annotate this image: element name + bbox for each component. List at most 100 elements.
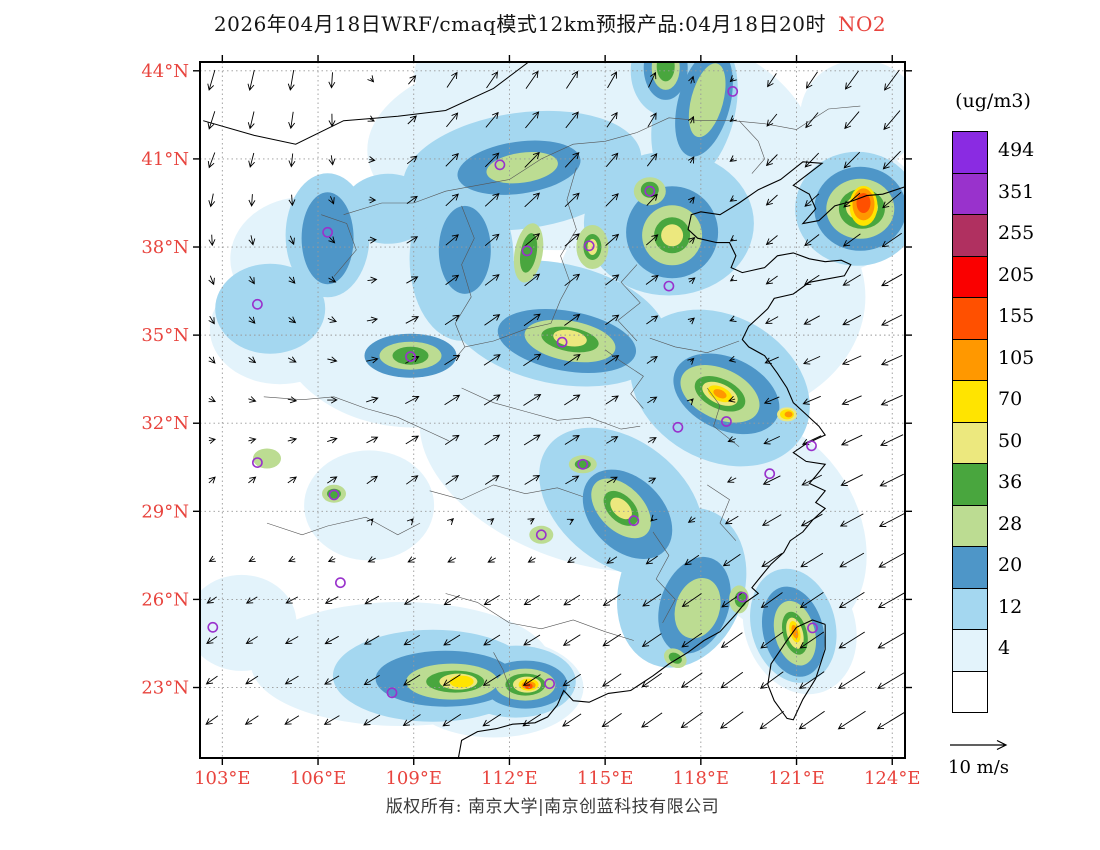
wind-arrow [878,513,905,527]
color-scale-cell [953,463,987,505]
wind-arrow [728,355,736,363]
wind-arrow [405,435,420,445]
wind-arrow [445,274,460,286]
color-scale-cell [953,297,987,339]
wind-arrow [445,153,459,167]
x-axis-label: 115°E [577,768,634,789]
wind-arrow [208,555,216,562]
wind-arrow [648,477,657,484]
wind-arrow [880,394,903,406]
wind-arrow [328,196,335,205]
wind-arrow [688,277,696,284]
wind-arrow [759,671,784,689]
field-blob [674,577,721,639]
field-blob [529,525,554,544]
wind-arrow [407,115,417,125]
wind-arrow [720,632,743,648]
wind-arrow [327,556,336,563]
wind-arrow [327,476,338,484]
wind-arrow [805,112,819,129]
wind-arrow [567,556,577,564]
wind-arrow [367,236,377,244]
wind-arrow [245,675,259,685]
wind-arrow [761,514,782,526]
wind-arrow [525,70,539,89]
wind-arrow [403,595,420,605]
wind-arrow [804,193,820,207]
wind-arrow [208,437,217,444]
title-pollutant: NO2 [837,12,887,36]
wind-arrow [840,434,863,446]
y-axis-label: 41°N [141,149,189,170]
y-axis-label: 23°N [141,678,189,699]
wind-arrow [763,396,780,405]
wind-arrow [406,475,419,485]
wind-arrow [563,354,581,366]
wind-arrow [566,70,579,89]
x-axis-label: 118°E [673,768,730,789]
province-border [652,531,676,624]
wind-arrow [484,233,500,247]
wind-arrow [878,552,905,568]
wind-arrow [881,314,903,326]
wind-arrow [565,475,580,485]
wind-arrow [641,633,662,647]
city-marker [405,351,416,362]
city-marker [727,86,739,97]
wind-arrow [645,234,659,246]
wind-arrow [205,715,219,725]
field-blob [215,263,326,354]
color-scale-cell [953,629,987,671]
wind-arrow [208,234,216,247]
wind-arrow [288,276,296,284]
wind-arrow [366,518,374,526]
wind-arrow [248,437,257,444]
wind-arrow [843,192,861,208]
color-scale-cell [953,587,987,629]
wind-arrow [760,631,784,649]
city-marker [663,280,675,292]
wind-arrow [729,75,737,83]
wind-arrow [208,356,216,364]
wind-arrow [482,713,502,727]
y-axis-label: 29°N [141,501,189,522]
y-axis-label: 32°N [141,413,189,434]
wind-arrow [485,111,499,128]
wind-arrow [524,151,540,168]
wind-arrow [522,713,542,727]
wind-arrow [650,514,658,522]
wind-arrow [564,394,581,406]
field-blob [713,389,727,399]
wind-arrow [406,236,419,244]
city-marker [322,226,333,238]
wind-arrow [366,436,379,444]
city-marker [251,457,263,468]
wind-arrow [880,434,904,447]
wind-arrow [765,316,779,324]
field-blob [253,448,281,469]
wind-arrow [367,276,378,284]
color-scale-value: 155 [998,305,1035,327]
wind-arrow [799,671,825,689]
wind-arrow [206,636,218,645]
wind-arrow [805,71,818,89]
wind-arrow [206,596,217,604]
wind-arrow [841,355,862,366]
field-blob [438,205,491,294]
wind-arrow [605,274,620,286]
wind-arrow [444,314,460,326]
wind-arrow [207,69,216,91]
wind-arrow [564,192,580,208]
wind-arrow [837,710,866,730]
wind-arrow [564,273,581,287]
wind-arrow [483,354,501,366]
wind-arrow [877,631,905,649]
wind-arrow [681,632,703,648]
wind-arrow [803,355,821,365]
wind-arrow [882,150,901,170]
y-axis-label: 38°N [141,237,189,258]
wind-arrow [284,636,299,644]
field-blob [668,652,682,664]
wind-arrow [801,474,823,486]
wind-arrow [248,235,256,246]
